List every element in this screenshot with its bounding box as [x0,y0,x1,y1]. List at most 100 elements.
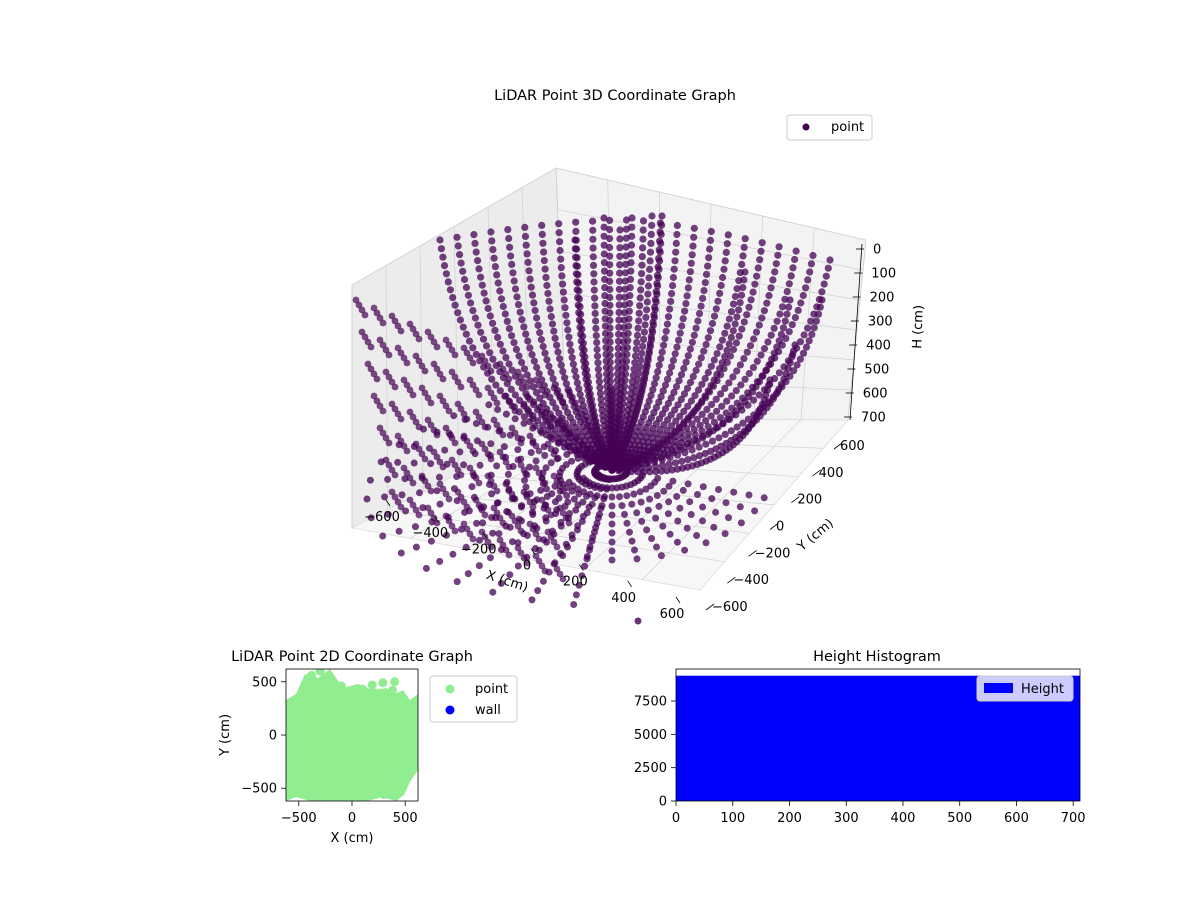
cloud-point [624,337,632,345]
cloud-point [546,305,554,313]
cloud-point [578,572,586,580]
cloud-point [601,322,610,330]
cloud-point [549,375,557,383]
cloud-point [799,349,808,357]
cloud-point [684,352,692,360]
cloud-point [524,258,532,266]
cloud-point [445,495,453,503]
cloud-point [628,223,636,231]
cloud-point [652,374,660,382]
cloud-point [627,267,635,275]
cloud-point [486,349,494,357]
cloud-point [575,316,584,324]
cloud-point [760,345,769,353]
cloud-point [713,407,721,415]
cloud-point [370,370,378,378]
cloud-point [630,490,638,498]
point-2d [347,685,357,695]
cloud-point [667,394,675,402]
cloud-point [521,232,530,240]
cloud-point [570,601,578,608]
cloud-point [376,336,384,344]
cloud-point [433,519,441,527]
cloud-point [776,310,784,318]
cloud-point [658,212,666,220]
cloud-point [433,487,441,495]
cloud-point [635,399,643,407]
cloud-point [688,420,696,428]
cloud-point [659,387,667,395]
cloud-point [693,532,701,539]
cloud-point [520,554,528,562]
cloud-point [532,530,540,538]
cloud-point [790,367,798,375]
cloud-point [544,418,552,426]
cloud-point [384,510,392,518]
cloud-point [517,373,525,381]
cloud-point [608,438,616,445]
cloud-point [489,529,497,537]
cloud-point [721,430,729,438]
cloud-point [802,343,811,351]
cloud-point [475,391,483,399]
cloud-point [775,369,784,377]
cloud-point [722,248,730,256]
cloud-point [594,365,603,373]
cloud-point [541,479,549,487]
cloud-point [752,328,761,336]
cloud-point [546,433,554,441]
cloud-point [523,383,531,391]
cloud-point [673,493,681,500]
cloud-point [584,387,592,395]
cloud-point [799,291,807,300]
cloud-point [573,379,582,387]
cloud-point [712,305,720,313]
cloud-point [608,511,616,519]
point-2d [307,670,316,680]
cloud-point [608,398,616,406]
cloud-point [716,343,724,351]
cloud-point [631,352,640,360]
cloud-point [487,477,495,485]
cloud-point [576,323,584,331]
cloud-point [397,549,405,557]
cloud-point [706,236,715,244]
cloud-point [672,383,681,391]
cloud-point [511,517,519,525]
cloud-point [753,357,761,365]
cloud-point [663,467,671,475]
cloud-point [645,397,653,405]
cloud-point [403,469,411,477]
cloud-point [608,502,616,510]
cloud-point [547,368,555,377]
cloud-point [590,457,598,465]
cloud-point [448,434,456,442]
cloud-point [724,231,732,239]
cloud-point [635,369,643,377]
cloud-point [718,359,726,367]
cloud-point [589,217,597,225]
cloud-point [505,397,513,405]
cloud-point [518,316,526,324]
plot-3d: LiDAR Point 3D Coordinate Graph 0 100 200 3… [350,88,927,625]
y-tick-label: 400 [819,466,844,481]
cloud-point [465,337,474,345]
cloud-point [585,392,593,400]
cloud-point [669,477,677,485]
cloud-point [733,367,741,375]
cloud-point [754,264,762,272]
cloud-point [614,370,622,378]
cloud-point [581,562,589,570]
cloud-point [466,442,474,450]
cloud-point [694,386,703,394]
cloud-point [563,451,571,458]
cloud-point [457,259,465,267]
cloud-point [682,443,690,451]
cloud-point [665,482,673,490]
cloud-point [593,492,601,500]
cloud-point [496,426,504,434]
cloud-point [547,459,555,467]
cloud-point [639,235,647,243]
cloud-point [575,385,583,393]
cloud-point [672,239,680,247]
